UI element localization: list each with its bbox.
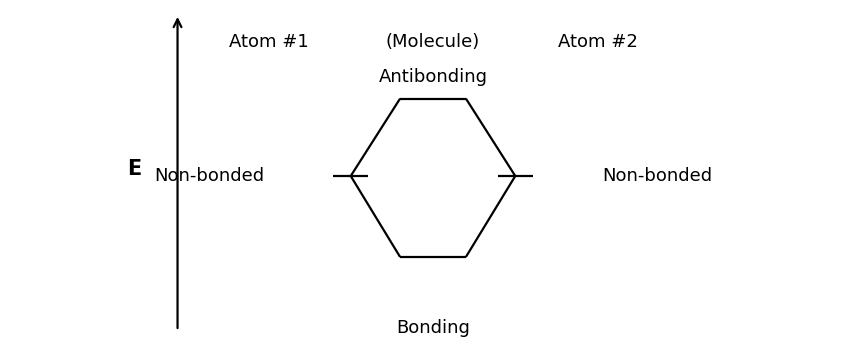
Text: Atom #1: Atom #1 — [229, 33, 308, 51]
Text: E: E — [127, 159, 141, 179]
Text: Antibonding: Antibonding — [378, 68, 488, 86]
Text: Bonding: Bonding — [396, 319, 470, 337]
Text: Non-bonded: Non-bonded — [154, 167, 264, 185]
Text: Atom #2: Atom #2 — [558, 33, 637, 51]
Text: Non-bonded: Non-bonded — [602, 167, 712, 185]
Text: (Molecule): (Molecule) — [386, 33, 480, 51]
